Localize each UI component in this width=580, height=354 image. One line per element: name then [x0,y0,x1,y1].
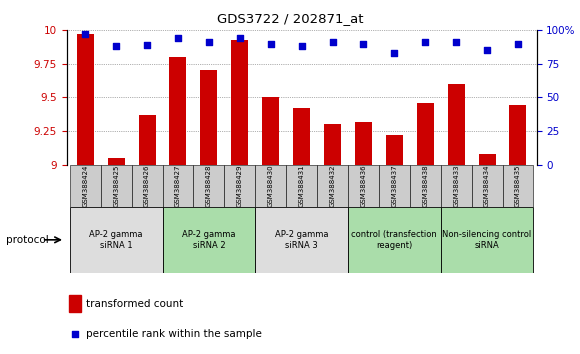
Bar [255,207,348,273]
Text: Non-silencing control
siRNA: Non-silencing control siRNA [443,230,532,250]
Text: GSM388436: GSM388436 [360,165,367,207]
Text: GSM388438: GSM388438 [422,165,428,207]
Text: protocol: protocol [6,235,49,245]
Text: transformed count: transformed count [86,298,184,309]
Text: GSM388434: GSM388434 [484,165,490,207]
Bar [69,295,81,312]
Text: GSM388431: GSM388431 [299,165,304,207]
Text: AP-2 gamma
siRNA 1: AP-2 gamma siRNA 1 [89,230,143,250]
Bar [108,158,125,165]
Bar [386,135,403,165]
Bar [472,165,502,207]
Bar [324,124,341,165]
Bar [162,165,193,207]
Bar [317,165,348,207]
Point [111,44,121,49]
Text: GSM388430: GSM388430 [268,165,274,207]
Text: GSM388429: GSM388429 [237,165,243,207]
Bar [509,105,527,165]
Text: AP-2 gamma
siRNA 2: AP-2 gamma siRNA 2 [182,230,235,250]
Point [390,50,399,56]
Text: GDS3722 / 202871_at: GDS3722 / 202871_at [217,12,363,25]
Point [71,331,80,337]
Point [513,41,523,46]
Text: GSM388432: GSM388432 [329,165,335,207]
Bar [441,165,472,207]
Point [235,35,244,41]
Bar [293,108,310,165]
Bar [348,207,441,273]
Bar [200,70,218,165]
Bar [139,115,155,165]
Bar [70,165,101,207]
Text: GSM388437: GSM388437 [392,165,397,207]
Point [81,31,90,37]
Bar [379,165,410,207]
Text: control (transfection
reagent): control (transfection reagent) [351,230,437,250]
Bar [502,165,534,207]
Text: percentile rank within the sample: percentile rank within the sample [86,329,262,339]
Point [328,39,337,45]
Point [173,35,183,41]
Bar [169,57,186,165]
Bar [132,165,162,207]
Point [359,41,368,46]
Bar [162,207,255,273]
Text: AP-2 gamma
siRNA 3: AP-2 gamma siRNA 3 [275,230,328,250]
Point [297,44,306,49]
Point [204,39,213,45]
Text: GSM388435: GSM388435 [515,165,521,207]
Point [483,47,492,53]
Bar [77,34,94,165]
Text: GSM388433: GSM388433 [453,165,459,207]
Bar [193,165,224,207]
Bar [448,84,465,165]
Bar [410,165,441,207]
Point [451,39,461,45]
Text: GSM388424: GSM388424 [82,165,88,207]
Bar [224,165,255,207]
Bar [441,207,534,273]
Text: GSM388425: GSM388425 [113,165,119,207]
Bar [286,165,317,207]
Bar [101,165,132,207]
Point [143,42,152,48]
Bar [417,103,434,165]
Point [420,39,430,45]
Text: GSM388426: GSM388426 [144,165,150,207]
Bar [478,154,495,165]
Bar [348,165,379,207]
Point [266,41,276,46]
Bar [231,40,248,165]
Bar [262,97,279,165]
Bar [255,165,286,207]
Text: GSM388428: GSM388428 [206,165,212,207]
Bar [355,121,372,165]
Bar [70,207,162,273]
Text: GSM388427: GSM388427 [175,165,181,207]
